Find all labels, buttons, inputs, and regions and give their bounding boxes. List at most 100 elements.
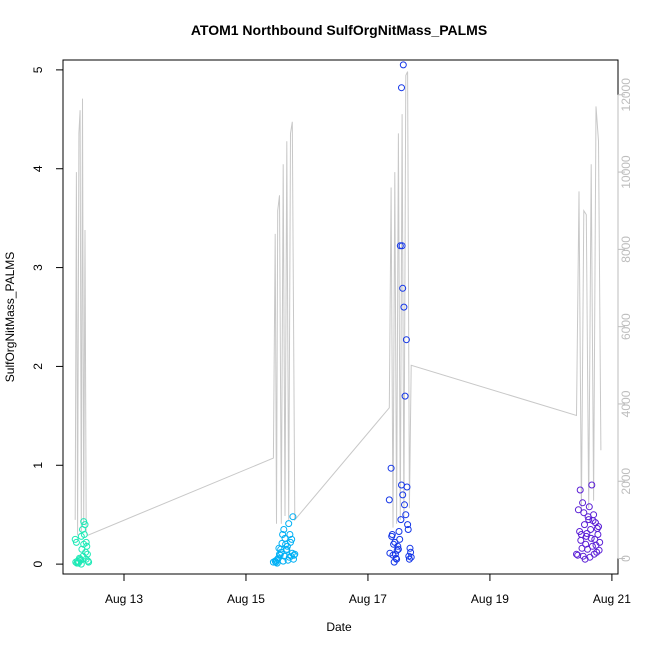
data-point	[385, 496, 393, 504]
data-point	[396, 535, 404, 543]
data-point	[398, 84, 405, 92]
data-point	[583, 530, 591, 537]
data-point	[72, 538, 80, 546]
data-point	[85, 558, 93, 566]
data-point	[399, 61, 407, 69]
data-point	[576, 528, 584, 535]
right-y-tick-label: 2000	[619, 468, 633, 495]
data-point	[399, 284, 407, 292]
y-tick-label: 0	[31, 560, 45, 567]
data-point	[289, 513, 297, 521]
data-point	[285, 520, 293, 528]
data-point	[397, 516, 405, 524]
right-y-tick-label: 6000	[619, 313, 633, 340]
data-point	[592, 541, 600, 549]
altitude-line	[74, 71, 602, 537]
data-point	[574, 551, 582, 559]
data-point	[593, 525, 601, 532]
right-y-axis: 0 2000 4000 6000 8000 10000 12000	[617, 78, 633, 562]
right-y-tick-label: 10000	[619, 155, 633, 189]
x-tick-label: Aug 13	[105, 592, 143, 606]
data-point	[581, 521, 588, 529]
data-point	[588, 481, 596, 489]
data-point	[387, 464, 395, 472]
data-point	[388, 532, 396, 540]
data-point	[401, 501, 408, 509]
data-point	[580, 509, 588, 517]
data-point	[393, 546, 401, 554]
data-point	[577, 536, 585, 544]
x-axis: Aug 13 Aug 15 Aug 17 Aug 19 Aug 21	[105, 573, 631, 606]
x-axis-label: Date	[326, 620, 352, 634]
data-point	[586, 553, 594, 561]
data-point	[589, 517, 597, 525]
data-point	[390, 558, 398, 566]
data-point	[579, 499, 587, 507]
y-tick-label: 2	[31, 363, 45, 370]
data-point	[576, 486, 584, 494]
data-point	[83, 550, 91, 558]
data-point	[404, 521, 412, 529]
y-axis: 0 1 2 3 4 5	[31, 66, 64, 567]
plot-frame	[62, 59, 619, 575]
data-point	[394, 545, 402, 553]
data-point	[398, 242, 406, 250]
data-point	[584, 513, 592, 521]
x-tick-label: Aug 19	[471, 592, 509, 606]
data-point	[77, 560, 85, 568]
y-tick-label: 4	[31, 165, 45, 172]
data-point	[282, 546, 290, 554]
data-point	[573, 550, 580, 558]
data-point	[402, 511, 410, 519]
data-point	[279, 557, 287, 565]
y-tick-label: 1	[31, 462, 45, 469]
data-point	[405, 555, 413, 563]
data-point	[280, 526, 288, 533]
data-point	[401, 392, 409, 400]
data-point	[406, 544, 414, 552]
data-point	[275, 544, 283, 552]
data-point	[287, 552, 295, 560]
data-point	[272, 558, 280, 566]
data-point	[585, 503, 593, 511]
points-layer	[71, 61, 604, 568]
data-point	[391, 538, 399, 546]
right-y-tick-label: 12000	[619, 78, 633, 112]
data-point	[585, 516, 593, 524]
data-point	[390, 540, 398, 548]
data-point	[278, 539, 286, 547]
y-tick-label: 5	[31, 66, 45, 73]
data-point	[81, 521, 89, 529]
data-point	[578, 544, 586, 552]
data-point	[386, 549, 394, 557]
y-axis-label: SulfOrgNitMass_PALMS	[3, 252, 17, 382]
data-point	[594, 531, 602, 538]
data-point	[407, 548, 415, 556]
data-point	[287, 538, 294, 546]
data-point	[574, 506, 582, 514]
right-y-tick-label: 8000	[619, 236, 633, 263]
x-tick-label: Aug 15	[227, 592, 265, 606]
data-point	[587, 526, 595, 533]
altitude-line-layer	[74, 71, 602, 537]
data-point	[276, 551, 284, 559]
right-y-tick-label: 0	[619, 555, 633, 562]
data-point	[404, 526, 412, 533]
x-tick-label: Aug 17	[349, 592, 387, 606]
x-tick-label: Aug 21	[593, 592, 631, 606]
data-point	[80, 531, 88, 538]
data-point	[273, 559, 281, 567]
data-point	[80, 540, 88, 548]
data-point	[286, 531, 294, 538]
data-point	[281, 534, 289, 542]
right-y-tick-label: 4000	[619, 390, 633, 417]
data-point	[395, 528, 403, 535]
data-point	[290, 551, 298, 559]
data-point	[407, 553, 415, 561]
data-point	[588, 542, 596, 550]
chart-title: ATOM1 Northbound SulfOrgNitMass_PALMS	[191, 22, 487, 38]
data-point	[587, 534, 595, 542]
y-tick-label: 3	[31, 264, 45, 271]
